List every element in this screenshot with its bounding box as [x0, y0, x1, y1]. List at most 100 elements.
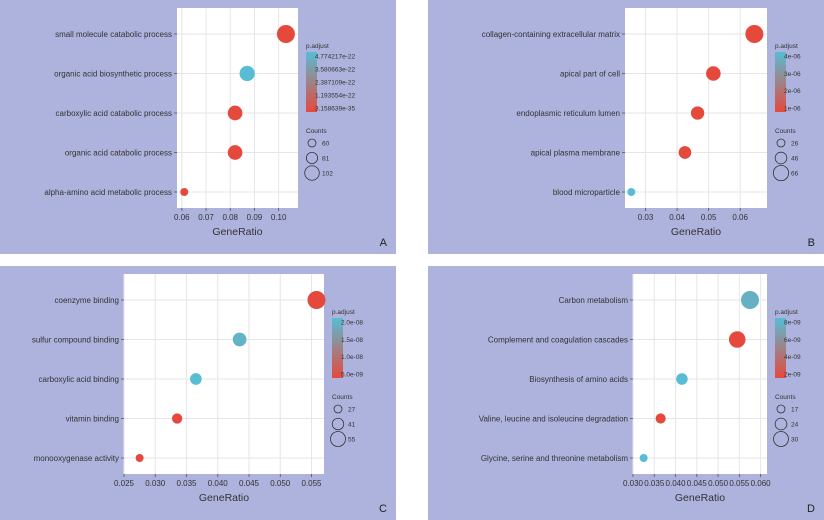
dot	[740, 291, 759, 309]
plot-area	[633, 274, 767, 474]
dot	[171, 413, 183, 424]
size-legend-label: 30	[791, 437, 799, 444]
x-axis-title: GeneRatio	[212, 226, 262, 238]
color-legend-title: p.adjust	[775, 43, 798, 50]
x-tick-label: 0.060	[751, 479, 772, 488]
size-legend-title: Counts	[306, 128, 327, 135]
color-legend-bar	[775, 52, 786, 112]
color-legend-label: 1.5e-08	[341, 337, 363, 344]
panel-c: coenzyme binding sulfur compound binding c…	[0, 266, 396, 520]
color-legend-label: 4e-09	[784, 354, 801, 361]
size-legend-circle	[330, 431, 346, 447]
color-legend-label: 1.0e-08	[341, 354, 363, 361]
size-legend-circle	[333, 404, 343, 414]
color-legend-label: 4e-06	[784, 54, 801, 61]
dot	[180, 188, 189, 196]
x-tick-label: 0.055	[301, 479, 322, 488]
dot	[706, 66, 721, 81]
dot	[678, 146, 692, 159]
size-legend-circle	[774, 151, 788, 165]
size-legend-circle	[776, 138, 786, 148]
color-legend-label: 2e-06	[784, 88, 801, 95]
size-legend-label: 24	[791, 422, 799, 429]
dotplot-c: coenzyme binding sulfur compound binding c…	[32, 274, 387, 515]
color-legend-title: p.adjust	[306, 43, 329, 50]
panel-label: D	[807, 503, 815, 515]
x-tick-label: 0.055	[729, 479, 750, 488]
x-axis-title: GeneRatio	[671, 226, 721, 238]
color-legend-title: p.adjust	[332, 309, 355, 316]
panel-b: collagen-containing extracellular matrix…	[428, 0, 824, 254]
x-tick-label: 0.03	[638, 213, 654, 222]
x-tick-label: 0.035	[644, 479, 665, 488]
plot-area	[124, 274, 324, 474]
y-tick-label: apical plasma membrane	[531, 149, 621, 158]
color-legend-title: p.adjust	[775, 309, 798, 316]
y-tick-label: Biosynthesis of amino acids	[529, 375, 628, 384]
panel-label: B	[808, 237, 815, 249]
x-tick-label: 0.045	[239, 479, 260, 488]
color-legend-bar	[332, 318, 343, 378]
dot	[232, 332, 247, 347]
y-tick-label: organic acid catabolic process	[65, 149, 172, 158]
y-tick-label: alpha-amino acid metabolic process	[44, 188, 172, 197]
size-legend-circle	[773, 431, 789, 447]
size-legend-label: 27	[348, 407, 356, 414]
color-legend-label: 2.387109e-22	[315, 80, 356, 87]
x-tick-label: 0.035	[176, 479, 197, 488]
color-legend-label: 6e-09	[784, 337, 801, 344]
size-legend-label: 66	[791, 171, 799, 178]
color-legend-label: 1e-06	[784, 106, 801, 113]
y-tick-label: coenzyme binding	[55, 296, 119, 305]
dot	[745, 25, 764, 43]
y-tick-label: sulfur compound binding	[32, 336, 119, 345]
color-legend-bar	[775, 318, 786, 378]
y-tick-label: endoplasmic reticulum lumen	[516, 109, 620, 118]
dot	[676, 373, 688, 385]
y-tick-label: carboxylic acid binding	[39, 375, 120, 384]
panel-d: Carbon metabolism Complement and coagulat…	[428, 266, 824, 520]
y-tick-label: monooxygenase activity	[34, 454, 119, 463]
size-legend-title: Counts	[775, 394, 796, 401]
size-legend-label: 26	[791, 141, 799, 148]
color-legend-label: 8e-09	[784, 320, 801, 327]
color-legend-bar	[306, 52, 317, 112]
x-tick-label: 0.04	[669, 213, 685, 222]
color-legend-label: 3.580663e-22	[315, 67, 356, 74]
dotplot-d: Carbon metabolism Complement and coagulat…	[479, 274, 815, 515]
dot	[227, 145, 243, 160]
size-legend-circle	[331, 417, 345, 431]
dot	[639, 454, 648, 462]
x-tick-label: 0.10	[271, 213, 287, 222]
size-legend-title: Counts	[332, 394, 353, 401]
x-tick-label: 0.025	[114, 479, 135, 488]
x-tick-label: 0.09	[247, 213, 263, 222]
size-legend-circle	[772, 164, 790, 182]
dot	[728, 331, 746, 348]
x-tick-label: 0.06	[174, 213, 190, 222]
size-legend-circle	[304, 165, 320, 181]
size-legend-circle	[776, 404, 786, 414]
y-tick-label: blood microparticle	[553, 188, 621, 197]
dot	[227, 105, 243, 121]
panel-label: C	[379, 503, 387, 515]
y-tick-label: Complement and coagulation cascades	[488, 336, 628, 345]
dot	[239, 65, 255, 82]
x-tick-label: 0.06	[732, 213, 748, 222]
color-legend-label: 2e-09	[784, 372, 801, 379]
color-legend-label: 5.0e-09	[341, 372, 363, 379]
x-tick-label: 0.05	[701, 213, 717, 222]
dot	[307, 291, 326, 309]
size-legend-label: 81	[322, 156, 330, 163]
size-legend-label: 60	[322, 141, 330, 148]
x-tick-label: 0.050	[270, 479, 291, 488]
y-tick-label: collagen-containing extracellular matrix	[482, 30, 620, 39]
dot	[690, 106, 705, 120]
dot	[276, 25, 295, 43]
x-tick-label: 0.08	[222, 213, 238, 222]
size-legend-title: Counts	[775, 128, 796, 135]
color-legend-label: 2.0e-08	[341, 320, 363, 327]
x-tick-label: 0.050	[708, 479, 729, 488]
size-legend-label: 41	[348, 422, 356, 429]
x-tick-label: 0.040	[208, 479, 229, 488]
